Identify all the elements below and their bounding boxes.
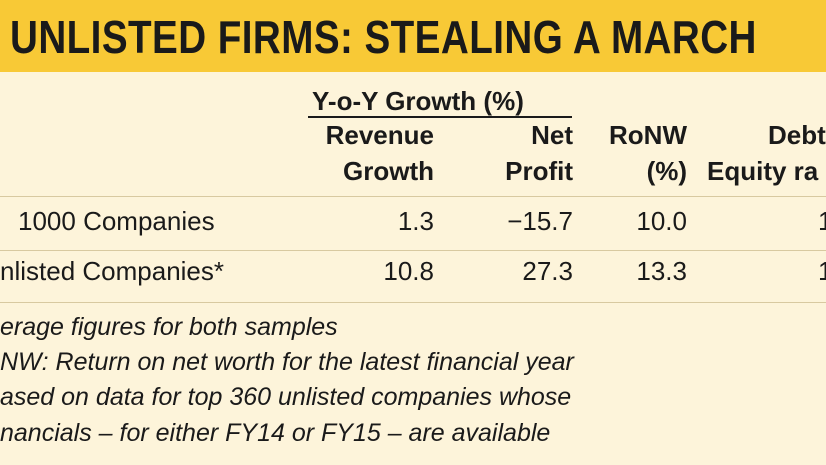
column-header: Net xyxy=(531,120,573,150)
row-label: 1000 Companies xyxy=(18,206,215,236)
row-rule xyxy=(0,302,826,303)
cell: 1 xyxy=(818,256,826,286)
row-label: nlisted Companies* xyxy=(0,256,225,286)
footnote: nancials – for either FY14 or FY15 – are… xyxy=(0,419,551,447)
footnote: NW: Return on net worth for the latest f… xyxy=(0,348,574,376)
cell: 1.3 xyxy=(397,206,434,236)
group-header: Y-o-Y Growth (%) xyxy=(312,86,524,116)
footnote: ased on data for top 360 unlisted compan… xyxy=(0,383,572,411)
group-rule xyxy=(308,116,572,118)
row-rule xyxy=(0,250,826,251)
row-rule xyxy=(0,196,826,197)
cell: 27.3 xyxy=(522,256,573,286)
title: UNLISTED FIRMS: STEALING A MARCH xyxy=(10,11,757,63)
column-header: RoNW xyxy=(609,120,687,150)
cell: −15.7 xyxy=(507,206,573,236)
cell: 13.3 xyxy=(636,256,687,286)
column-header: Revenue xyxy=(325,120,434,150)
cell: 1 xyxy=(818,206,826,236)
cell: 10.8 xyxy=(383,256,434,286)
footnote: erage figures for both samples xyxy=(0,313,338,341)
cell: 10.0 xyxy=(636,206,687,236)
column-header: Debt xyxy=(768,120,826,150)
column-header: (%) xyxy=(646,156,687,186)
column-header: Profit xyxy=(505,156,573,186)
column-header: Equity ra xyxy=(707,156,819,186)
column-header: Growth xyxy=(343,156,434,186)
title-band xyxy=(0,0,826,72)
